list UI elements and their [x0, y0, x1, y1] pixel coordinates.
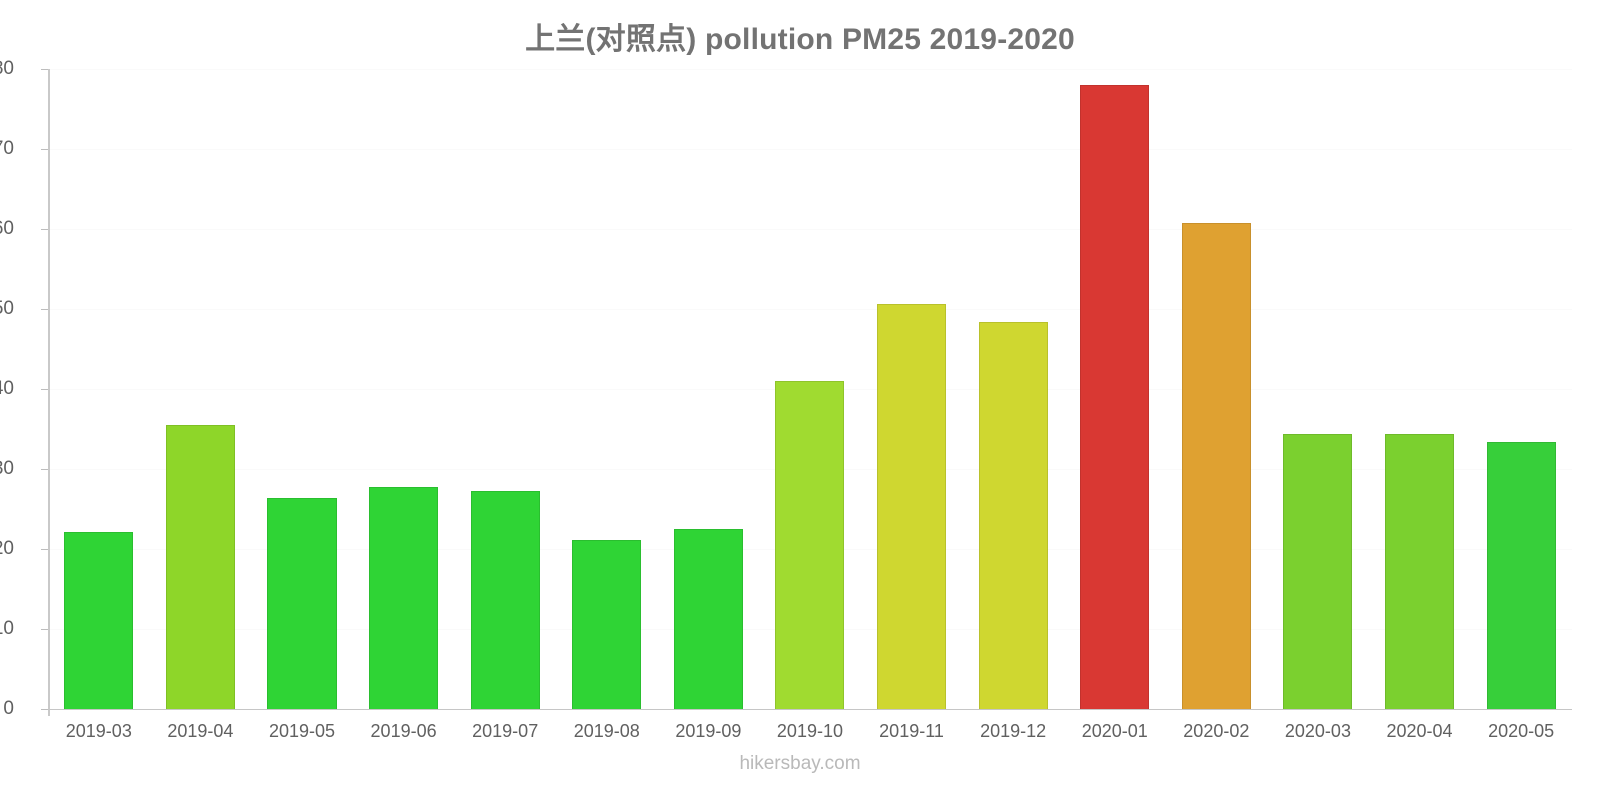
- gridline-50: [48, 309, 1572, 310]
- bar-slot: [48, 69, 150, 709]
- footer-credit: hikersbay.com: [739, 753, 861, 774]
- x-tick-label-2020-02: 2020-02: [1183, 721, 1250, 741]
- x-tick-label-2019-12: 2019-12: [980, 721, 1047, 741]
- bar-slot: [861, 69, 963, 709]
- x-axis-labels: 2019-03 2019-04 2019-05 2019-06 2019-07 2019-…: [48, 712, 1572, 742]
- bar-2020-05[interactable]: [1486, 441, 1556, 709]
- bar-slot: [759, 69, 861, 709]
- bar-2019-05[interactable]: [267, 497, 337, 709]
- bar-2019-11[interactable]: [877, 304, 947, 709]
- bar-slot: [556, 69, 658, 709]
- bar-slot: [1267, 69, 1369, 709]
- x-tick-label-2020-03: 2020-03: [1284, 721, 1351, 741]
- bar-2019-06[interactable]: [369, 487, 439, 709]
- bar-slot: [454, 69, 556, 709]
- y-tick-mark-30: [41, 469, 48, 470]
- bar-series: [48, 69, 1572, 709]
- bar-slot: [353, 69, 455, 709]
- gridline-60: [48, 229, 1572, 230]
- y-tick-label-70: 70: [0, 138, 14, 159]
- gridline-70: [48, 149, 1572, 150]
- chart-title: 上兰(对照点) pollution PM25 2019-2020: [525, 23, 1075, 56]
- bar-slot: [658, 69, 760, 709]
- bar-2019-04[interactable]: [165, 425, 235, 709]
- bar-slot: [1369, 69, 1471, 709]
- x-tick-label-2020-01: 2020-01: [1081, 721, 1148, 741]
- y-tick-mark-70: [41, 149, 48, 150]
- x-tick-label-2019-10: 2019-10: [776, 721, 843, 741]
- x-tick-label-2019-07: 2019-07: [472, 721, 539, 741]
- y-tick-mark-10: [41, 629, 48, 630]
- y-tick-label-20: 20: [0, 538, 14, 559]
- bar-2019-07[interactable]: [470, 491, 540, 709]
- bar-2019-03[interactable]: [64, 532, 134, 709]
- y-tick-label-30: 30: [0, 458, 14, 479]
- x-tick-label-2019-11: 2019-11: [879, 721, 944, 741]
- y-tick-mark-40: [41, 389, 48, 390]
- y-tick-label-0: 0: [3, 698, 14, 719]
- y-tick-label-40: 40: [0, 378, 14, 399]
- bar-slot: [150, 69, 252, 709]
- y-tick-mark-0: [41, 709, 48, 710]
- bar-2019-12[interactable]: [978, 321, 1048, 709]
- y-tick-label-80: 80: [0, 58, 14, 79]
- bar-slot: [962, 69, 1064, 709]
- x-tick-label-2019-05: 2019-05: [268, 721, 336, 741]
- x-tick-label-2019-04: 2019-04: [167, 721, 234, 741]
- y-tick-mark-50: [41, 309, 48, 310]
- y-tick-label-10: 10: [0, 618, 14, 639]
- bar-2019-08[interactable]: [572, 540, 642, 709]
- bar-slot: [1064, 69, 1166, 709]
- bar-slot: [1166, 69, 1268, 709]
- y-tick-label-50: 50: [0, 298, 14, 319]
- bar-slot: [251, 69, 353, 709]
- y-tick-mark-80: [41, 69, 48, 70]
- bar-slot: [1470, 69, 1572, 709]
- x-tick-label-2019-09: 2019-09: [675, 721, 742, 741]
- bar-2020-01[interactable]: [1080, 85, 1150, 709]
- x-tick-label-2019-06: 2019-06: [370, 721, 437, 741]
- y-tick-mark-20: [41, 549, 48, 550]
- y-axis-line: [48, 69, 50, 716]
- x-tick-label-2020-05: 2020-05: [1488, 721, 1555, 741]
- bar-2019-09[interactable]: [673, 529, 743, 709]
- x-axis-line: [48, 709, 1572, 710]
- bar-2020-04[interactable]: [1384, 433, 1455, 709]
- bar-2020-02[interactable]: [1181, 223, 1251, 709]
- bar-2019-10[interactable]: [775, 381, 845, 709]
- x-tick-label-2019-08: 2019-08: [573, 721, 640, 741]
- bar-2020-03[interactable]: [1283, 433, 1353, 709]
- y-tick-mark-60: [41, 229, 48, 230]
- y-tick-label-60: 60: [0, 218, 14, 239]
- x-tick-label-2019-03: 2019-03: [65, 721, 132, 741]
- x-tick-label-2020-04: 2020-04: [1386, 721, 1453, 741]
- gridline-80: [48, 69, 1572, 70]
